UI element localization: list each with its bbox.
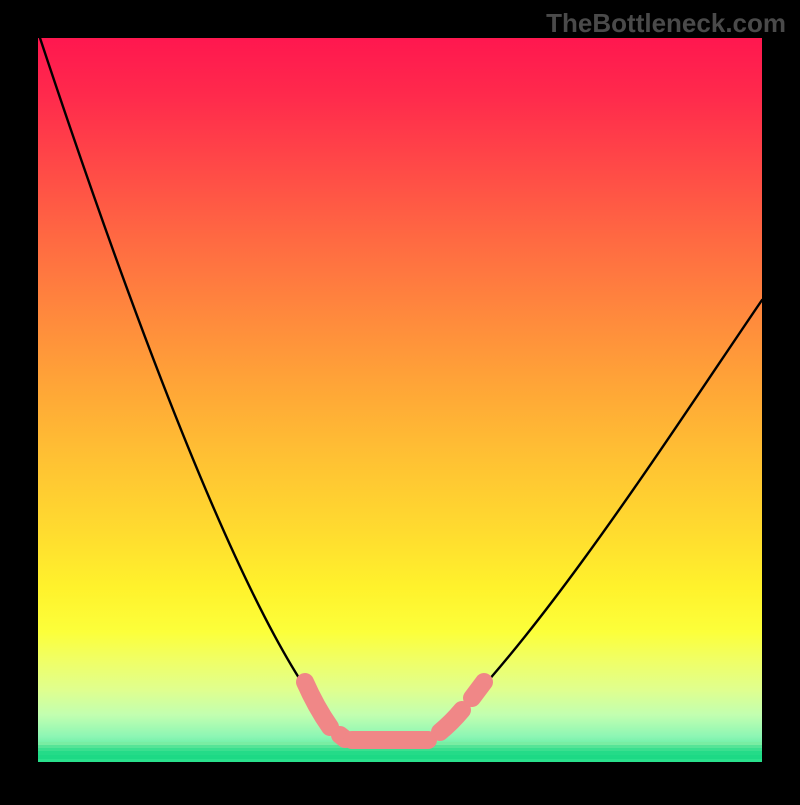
gradient-background: [38, 38, 762, 762]
outer-frame: TheBottleneck.com: [0, 0, 800, 800]
bottleneck-chart: [0, 0, 800, 800]
pink-segment-right-upper: [472, 682, 484, 698]
watermark-text: TheBottleneck.com: [546, 8, 786, 39]
